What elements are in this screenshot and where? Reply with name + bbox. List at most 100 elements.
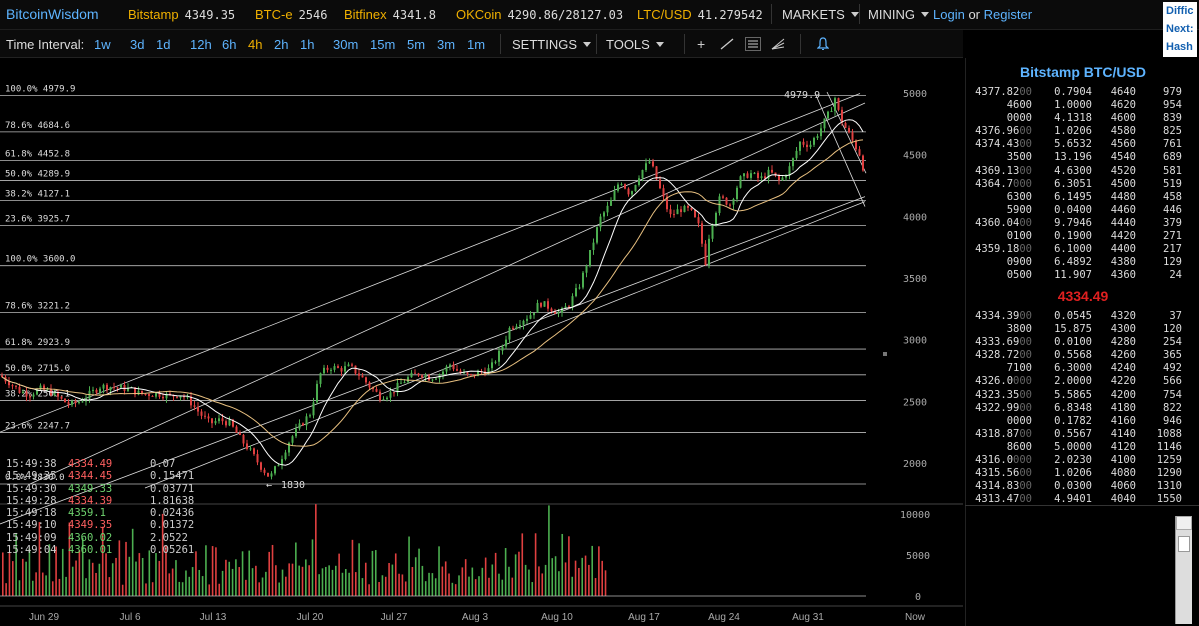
market-bitstamp[interactable]: Bitstamp 4349.35 [128, 7, 235, 22]
depth-level: 4560 [1110, 138, 1136, 151]
market-okcoin[interactable]: OKCoin 4290.86/28127.03 [456, 7, 623, 22]
volume-bar [541, 573, 544, 596]
trade-time: 15:49:35 [6, 470, 57, 483]
market-bitfinex[interactable]: Bitfinex 4341.8 [344, 7, 436, 22]
scroll-up-arrow[interactable] [1176, 516, 1192, 530]
x-tick-label: Jun 29 [29, 612, 59, 623]
volume-bar [591, 545, 594, 596]
depth-sum: 1088 [1156, 427, 1182, 440]
interval-3d[interactable]: 3d [130, 37, 145, 52]
price-chart[interactable]: 100.0% 4979.9 78.6% 4684.6 61.8% 4452.8 50.… [0, 58, 963, 626]
volume-bar [225, 559, 227, 596]
chevron-down-icon [920, 12, 929, 17]
candle-body [417, 373, 420, 376]
order-amount: 5.0000 [1054, 440, 1092, 453]
price-pane-bg [0, 58, 963, 504]
interval-2h[interactable]: 2h [274, 37, 289, 52]
trade-row: 15:49:38 4334.49 0.07 [6, 458, 211, 470]
market-btce[interactable]: BTC-e 2546 [255, 7, 327, 22]
depth-sum: 446 [1163, 203, 1182, 216]
interval-12h[interactable]: 12h [190, 37, 212, 52]
hline-icon[interactable] [745, 37, 761, 51]
depth-level: 4120 [1110, 440, 1136, 453]
depth-sum: 37 [1169, 310, 1182, 322]
divider [500, 34, 501, 54]
candle-body [193, 405, 196, 407]
crosshair-icon[interactable]: + [697, 36, 706, 52]
candle-body [291, 436, 294, 443]
candle-body [617, 184, 619, 191]
candle-body [337, 366, 339, 368]
interval-1d[interactable]: 1d [156, 37, 171, 52]
depth-level: 4040 [1110, 493, 1136, 506]
depth-level: 4540 [1110, 151, 1136, 164]
candle-body [176, 396, 178, 398]
fib-label: 50.0% 4289.9 [5, 170, 70, 180]
trade-price: 4344.45 [68, 470, 113, 483]
interval-15m[interactable]: 15m [370, 37, 396, 52]
volume-bar [25, 561, 27, 596]
volume-bar [374, 550, 377, 596]
mining-menu-label: MINING [868, 7, 915, 22]
order-price: 4376.9600 [972, 125, 1032, 138]
fan-icon[interactable] [771, 38, 785, 50]
orderbook-row: 4369.1300 4.6300 4520 581 [972, 165, 1194, 178]
candle-body [179, 395, 182, 398]
order-price-dim: 00 [1019, 138, 1032, 151]
x-tick-label: Jul 6 [119, 612, 141, 623]
interval-5m[interactable]: 5m [407, 37, 426, 52]
settings-menu[interactable]: SETTINGS [512, 37, 592, 52]
volume-bar [268, 551, 270, 596]
volume-bar [75, 560, 77, 596]
candle-body [645, 163, 647, 171]
volume-bar [418, 548, 420, 596]
market-ltcusd[interactable]: LTC/USD 41.279542 [637, 7, 763, 22]
orderbook-row: 4313.4700 4.9401 4040 1550 [972, 493, 1194, 506]
trade-row: 15:49:10 4349.35 0.01372 [6, 519, 211, 531]
volume-bar [351, 539, 354, 596]
candle-body [267, 472, 269, 477]
volume-bar [488, 577, 490, 596]
interval-6h[interactable]: 6h [222, 37, 237, 52]
brand-logo[interactable]: BitcoinWisdom [6, 6, 99, 22]
volume-bar [181, 582, 184, 596]
register-link[interactable]: Register [983, 7, 1033, 22]
depth-sum: 689 [1163, 151, 1182, 164]
candle-body [606, 205, 609, 213]
interval-1m[interactable]: 1m [467, 37, 486, 52]
depth-level: 4080 [1110, 467, 1136, 480]
candle-body [571, 296, 574, 307]
tools-menu[interactable]: TOOLS [606, 37, 664, 52]
order-price: 6300 [972, 191, 1032, 204]
interval-3m[interactable]: 3m [437, 37, 456, 52]
depth-level: 4240 [1110, 362, 1136, 375]
candle-body [620, 184, 623, 186]
order-price-dim: 00 [1019, 86, 1032, 98]
order-price-dim: 00 [1019, 164, 1032, 177]
trades-scrollbar[interactable] [1175, 516, 1192, 624]
order-price: 7100 [972, 362, 1032, 375]
interval-1h[interactable]: 1h [300, 37, 315, 52]
candle-body [442, 371, 444, 376]
orderbook-row: 4360.0400 9.7946 4440 379 [972, 217, 1194, 230]
interval-1w[interactable]: 1w [94, 37, 111, 52]
volume-bar [158, 560, 161, 596]
candle-body [39, 385, 42, 390]
line-draw-icon[interactable] [720, 38, 734, 50]
volume-bar [441, 566, 444, 596]
markets-menu[interactable]: MARKETS [782, 7, 859, 22]
login-link[interactable]: Login [933, 7, 965, 22]
settings-label: SETTINGS [512, 37, 578, 52]
volume-bar [551, 558, 554, 596]
interval-30m[interactable]: 30m [333, 37, 359, 52]
candle-body [204, 415, 206, 417]
candle-body [631, 191, 633, 195]
candle-body [274, 466, 276, 474]
alert-bell-icon[interactable] [817, 37, 829, 50]
interval-4h[interactable]: 4h [248, 37, 263, 52]
difficulty-widget[interactable]: Diffic Next: Hash [1163, 2, 1197, 57]
mining-menu[interactable]: MINING [868, 7, 929, 22]
order-price-dim: 00 [1019, 427, 1032, 440]
scroll-thumb[interactable] [1178, 536, 1190, 552]
order-amount: 6.8348 [1054, 401, 1092, 414]
